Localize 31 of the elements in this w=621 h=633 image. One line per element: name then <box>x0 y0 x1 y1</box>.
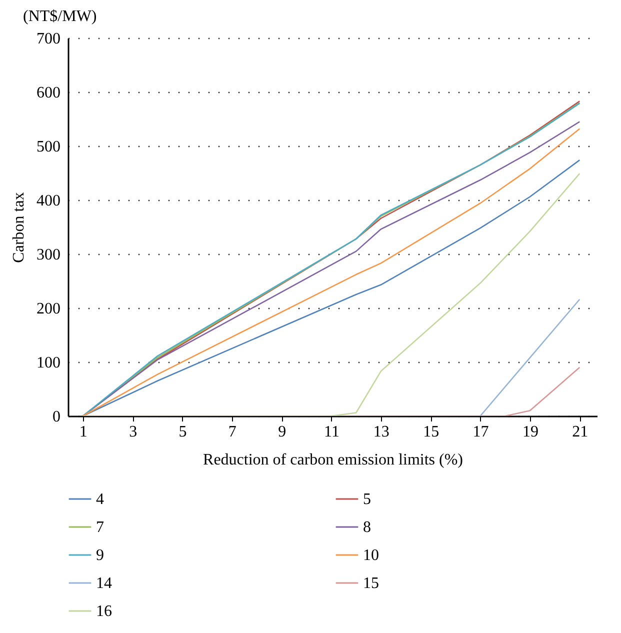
legend-label: 8 <box>363 519 371 536</box>
legend-label: 7 <box>96 519 104 536</box>
y-tick-label: 700 <box>36 30 60 48</box>
legend-label: 15 <box>363 575 379 592</box>
x-tick-label: 7 <box>228 424 236 440</box>
x-tick-label: 9 <box>278 424 286 440</box>
legend-label: 5 <box>363 491 371 508</box>
y-tick-label: 600 <box>36 84 60 102</box>
y-tick-label: 0 <box>52 408 60 426</box>
x-tick-label: 1 <box>79 424 88 440</box>
legend-label: 16 <box>96 603 112 620</box>
legend-label: 10 <box>363 547 379 564</box>
y-tick-label: 100 <box>36 354 60 372</box>
x-tick-label: 21 <box>572 424 588 440</box>
legend-label: 14 <box>96 575 112 592</box>
legend-label: 9 <box>96 547 104 564</box>
legend-label: 4 <box>96 491 104 508</box>
x-tick-label: 11 <box>324 424 340 440</box>
y-tick-label: 500 <box>36 138 60 156</box>
y-tick-label: 300 <box>36 246 60 264</box>
y-tick-label: 200 <box>36 300 60 318</box>
text: (NT$/MW) <box>23 8 97 25</box>
x-tick-label: 13 <box>373 424 390 440</box>
x-tick-label: 5 <box>178 424 187 440</box>
x-tick-label: 19 <box>522 424 538 440</box>
x-tick-label: 15 <box>423 424 440 440</box>
x-tick-label: 17 <box>472 424 489 440</box>
y-axis-title: Carbon tax <box>10 192 28 263</box>
x-tick-label: 3 <box>129 424 138 440</box>
x-axis-title: Reduction of carbon emission limits (%) <box>203 452 463 468</box>
y-tick-label: 400 <box>36 192 60 210</box>
